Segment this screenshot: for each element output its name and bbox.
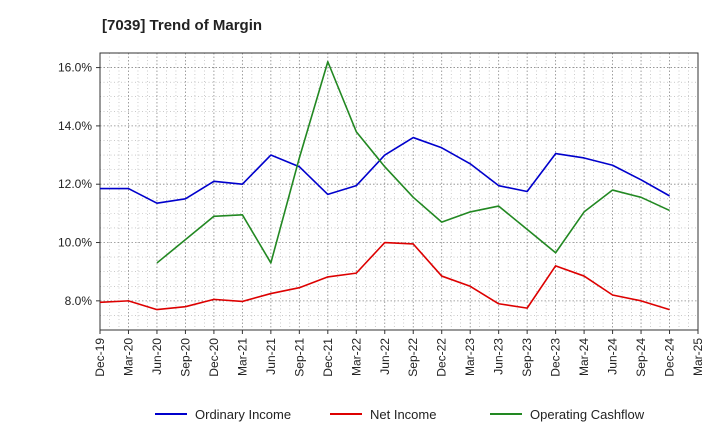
x-tick-label: Dec-19 xyxy=(93,338,107,377)
legend: Ordinary Income Net Income Operating Cashf… xyxy=(155,407,645,422)
x-tick-label: Mar-20 xyxy=(121,338,135,376)
x-tick-label: Mar-21 xyxy=(235,338,249,376)
series-lines xyxy=(99,60,670,311)
series-line-net-income xyxy=(99,241,670,311)
x-tick-label: Dec-23 xyxy=(549,338,563,377)
legend-label-net-income: Net Income xyxy=(370,407,436,422)
x-tick-label: Sep-22 xyxy=(406,338,420,377)
x-tick-label: Jun-20 xyxy=(150,338,164,375)
x-tick-label: Jun-21 xyxy=(264,338,278,375)
x-tick-label: Sep-23 xyxy=(520,338,534,377)
x-tick-label: Jun-24 xyxy=(606,338,620,375)
grid-lines xyxy=(99,52,699,331)
chart-title: [7039] Trend of Margin xyxy=(102,17,262,34)
y-tick-label: 8.0% xyxy=(65,294,93,308)
plot-frame xyxy=(99,52,699,331)
x-tick-label: Jun-23 xyxy=(492,338,506,375)
legend-label-ordinary-income: Ordinary Income xyxy=(195,407,291,422)
series-line-operating-cashflow xyxy=(156,60,670,264)
x-tick-label: Dec-24 xyxy=(663,338,677,377)
y-tick-label: 16.0% xyxy=(58,61,92,75)
y-axis-ticks: 8.0% 10.0% 12.0% 14.0% 16.0% xyxy=(58,61,100,308)
y-tick-label: 12.0% xyxy=(58,177,92,191)
x-tick-label: Mar-25 xyxy=(691,338,705,376)
x-axis-ticks: Dec-19 Mar-20 Jun-20 Sep-20 Dec-20 Mar-21 Jun-… xyxy=(93,330,705,377)
series-line-ordinary-income xyxy=(100,136,670,204)
x-tick-label: Sep-21 xyxy=(292,338,306,377)
x-tick-label: Mar-22 xyxy=(349,338,363,376)
x-tick-label: Sep-20 xyxy=(178,338,192,377)
legend-label-operating-cashflow: Operating Cashflow xyxy=(530,407,645,422)
x-tick-label: Mar-23 xyxy=(463,338,477,376)
x-tick-label: Dec-21 xyxy=(321,338,335,377)
x-tick-label: Jun-22 xyxy=(378,338,392,375)
x-tick-label: Sep-24 xyxy=(634,338,648,377)
x-tick-label: Dec-22 xyxy=(435,338,449,377)
y-tick-label: 10.0% xyxy=(58,236,92,250)
x-tick-label: Mar-24 xyxy=(577,338,591,376)
y-tick-label: 14.0% xyxy=(58,119,92,133)
x-tick-label: Dec-20 xyxy=(207,338,221,377)
